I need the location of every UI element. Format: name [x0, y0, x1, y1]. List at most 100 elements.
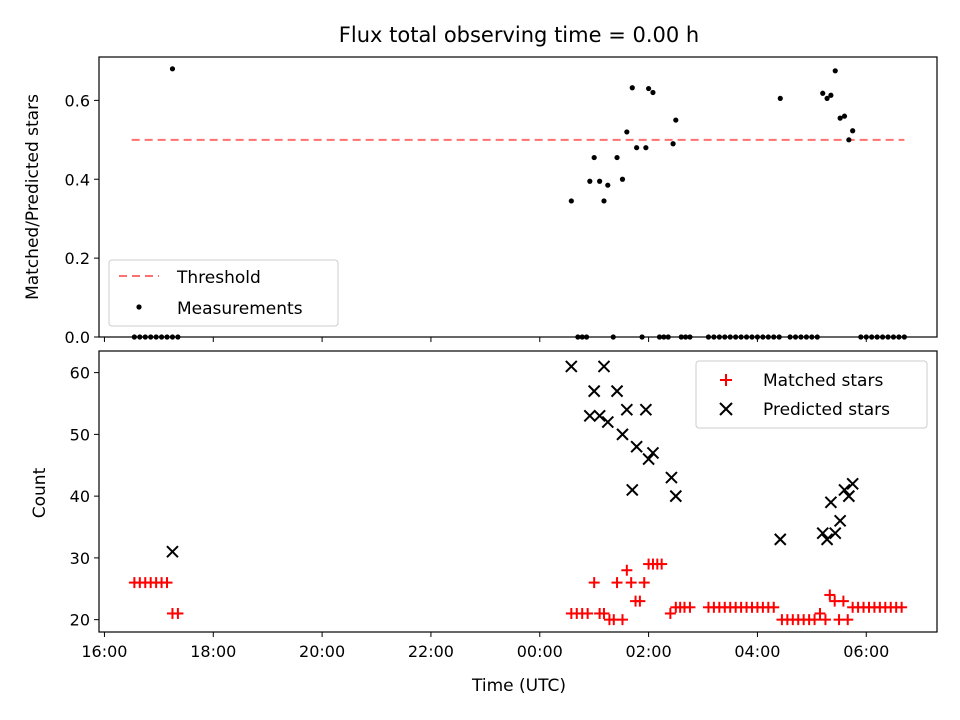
x-tick-label: 06:00: [843, 642, 889, 661]
measurement-point: [832, 68, 838, 74]
y-tick-label: 40: [70, 487, 90, 506]
predicted-star-point: [824, 496, 838, 509]
measurement-point: [629, 85, 635, 91]
predicted-star-point: [583, 409, 597, 423]
predicted-star-point: [846, 477, 859, 490]
matched-star-point: [621, 564, 633, 576]
matched-star-point: [598, 607, 610, 619]
predicted-star-point: [816, 526, 829, 540]
y-tick-label: 0.4: [65, 170, 90, 189]
bottom-y-ticks: 20 30 40 50 60: [70, 364, 99, 630]
measurement-point: [841, 113, 848, 119]
predicted-star-point: [166, 545, 179, 558]
measurement-point: [614, 154, 620, 161]
matched-star-point: [684, 601, 696, 613]
bottom-legend: Matched stars Predicted stars: [695, 360, 928, 429]
predicted-star-point: [597, 360, 611, 373]
matched-star-point: [664, 607, 676, 619]
measurement-point: [619, 176, 626, 182]
x-tick-label: 20:00: [299, 642, 345, 661]
x-tick-label: 00:00: [517, 642, 563, 661]
measurement-point: [837, 115, 843, 121]
y-tick-label: 20: [70, 611, 90, 630]
measurement-point: [601, 198, 607, 204]
predicted-star-point: [639, 403, 653, 416]
matched-star-point: [172, 607, 184, 619]
measurement-point: [591, 154, 597, 161]
y-tick-label: 30: [70, 549, 90, 568]
matched-star-point: [625, 577, 637, 589]
top-axes-frame: [98, 56, 938, 338]
legend-measurements-label: Measurements: [177, 299, 303, 319]
predicted-star-point: [669, 489, 683, 503]
matched-star-point: [809, 614, 821, 626]
matched-star-point: [161, 577, 173, 589]
top-y-axis-label: Matched/Predicted stars: [23, 94, 43, 300]
matched-star-point: [656, 558, 668, 570]
legend-threshold-label: Threshold: [176, 268, 261, 288]
measurement-point: [846, 137, 852, 143]
top-legend-box: [108, 259, 339, 327]
predicted-star-point: [626, 483, 639, 497]
predicted-star-point: [642, 452, 655, 466]
predicted-star-point: [610, 384, 624, 398]
measurement-point: [824, 95, 830, 102]
matched-star-point: [814, 607, 826, 619]
predicted-star-point: [601, 415, 614, 429]
chart-title: Flux total observing time = 0.00 h: [339, 23, 699, 47]
top-y-ticks: 0.0 0.2 0.4 0.6: [65, 91, 99, 347]
measurement-point: [777, 95, 783, 102]
measurement-point: [634, 145, 640, 151]
star-count-points: [128, 360, 908, 626]
measurement-point: [850, 128, 856, 134]
bottom-panel: 20 30 40 50 60 16:00 18:00 20:00 22:00 00:00 02:0…: [30, 350, 938, 696]
matched-star-point: [837, 595, 849, 607]
y-tick-label: 60: [70, 364, 90, 383]
predicted-star-point: [587, 384, 601, 398]
measurement-point: [624, 129, 630, 135]
predicted-star-point: [838, 483, 851, 497]
measurement-point: [597, 178, 603, 184]
measurement-point: [828, 92, 834, 98]
legend-predicted-label: Predicted stars: [763, 400, 890, 420]
bottom-axes-frame: [98, 350, 938, 633]
y-tick-label: 0.0: [65, 328, 90, 347]
x-tick-label: 02:00: [626, 642, 672, 661]
matched-star-point: [824, 589, 836, 601]
predicted-star-point: [665, 471, 678, 484]
bottom-legend-box: [695, 360, 928, 429]
y-tick-label: 0.2: [65, 249, 90, 268]
predicted-star-point: [593, 409, 606, 423]
matched-star-point: [588, 577, 600, 589]
measurement-point: [587, 178, 593, 184]
bottom-x-ticks: 16:00 18:00 20:00 22:00 00:00 02:00 04:00 06:00: [81, 632, 889, 661]
matched-star-point: [616, 614, 628, 626]
x-tick-label: 16:00: [81, 642, 127, 661]
legend-matched-swatch: [720, 374, 732, 386]
legend-predicted-swatch: [719, 402, 733, 416]
measurement-point: [820, 90, 826, 96]
predicted-star-point: [646, 446, 660, 460]
predicted-star-point: [829, 526, 842, 540]
y-tick-label: 0.6: [65, 91, 90, 110]
measurement-point: [670, 141, 676, 147]
measurement-point: [645, 85, 652, 92]
measurement-point: [673, 117, 679, 123]
measurement-point: [650, 89, 656, 96]
predicted-star-point: [565, 360, 578, 373]
x-tick-label: 04:00: [734, 642, 780, 661]
matched-star-point: [768, 601, 780, 613]
predicted-star-point: [630, 440, 643, 453]
measurement-point: [643, 145, 649, 151]
top-panel: 0.0 0.2 0.4 0.6 Matched/Predicted stars Thr…: [23, 56, 938, 347]
measurement-point: [169, 66, 176, 72]
predicted-star-point: [620, 403, 634, 416]
predicted-star-point: [842, 489, 856, 503]
matched-star-point: [842, 614, 854, 626]
x-tick-label: 18:00: [190, 642, 236, 661]
predicted-star-point: [820, 533, 834, 546]
measurement-point: [605, 182, 611, 188]
matched-star-point: [582, 607, 594, 619]
